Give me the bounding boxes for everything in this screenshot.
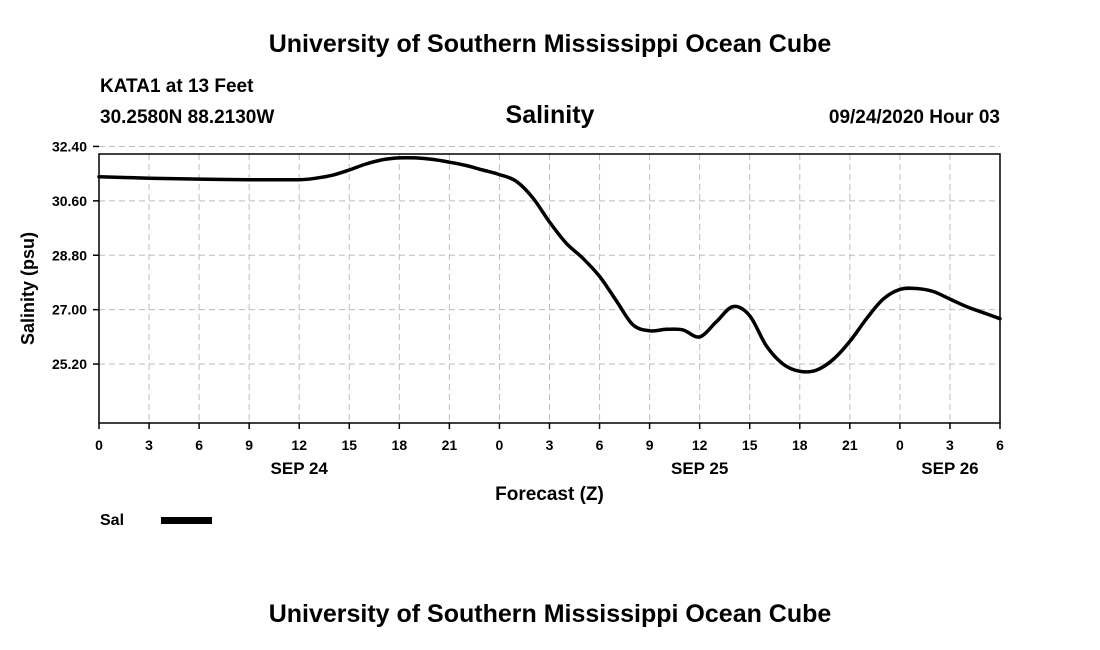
y-tick-label: 30.60: [52, 193, 87, 209]
x-tick-label: 15: [742, 437, 758, 453]
bottom-title: University of Southern Mississippi Ocean…: [268, 600, 832, 628]
date-label: 09/24/2020 Hour 03: [828, 107, 1000, 128]
legend-swatch: [161, 517, 212, 524]
y-tick-label: 32.40: [52, 138, 87, 154]
x-tick-label: 21: [842, 437, 858, 453]
x-tick-label: 6: [596, 437, 604, 453]
x-tick-label: 3: [946, 437, 954, 453]
x-tick-label: 12: [291, 437, 307, 453]
x-tick-label: 3: [145, 437, 153, 453]
legend-label: Sal: [100, 512, 124, 529]
grid-lines: [99, 145, 1000, 423]
x-tick-label: 3: [546, 437, 554, 453]
x-tick-label: 12: [692, 437, 708, 453]
x-tick-label: 9: [245, 437, 253, 453]
day-label: SEP 26: [921, 459, 978, 478]
x-tick-label: 18: [792, 437, 808, 453]
x-tick-label: 6: [195, 437, 203, 453]
x-tick-label: 0: [95, 437, 103, 453]
day-label: SEP 24: [271, 459, 329, 478]
day-labels: SEP 24 SEP 25 SEP 26: [271, 459, 979, 478]
x-tick-label: 6: [996, 437, 1004, 453]
y-tick-label: 27.00: [52, 302, 87, 318]
x-tick-label: 18: [392, 437, 408, 453]
day-label: SEP 25: [671, 459, 728, 478]
coordinates-label: 30.2580N 88.2130W: [100, 107, 275, 128]
x-tick-label: 15: [341, 437, 357, 453]
x-axis-ticks: 0 3 6 9 12 15 18 21 0 3 6 9 12 15 18 21 0 3 6: [95, 423, 1004, 453]
y-tick-label: 28.80: [52, 247, 87, 263]
station-label: KATA1 at 13 Feet: [100, 76, 254, 97]
x-tick-label: 9: [646, 437, 654, 453]
top-title: University of Southern Mississippi Ocean…: [268, 30, 832, 58]
y-axis-label: Salinity (psu): [18, 232, 38, 345]
x-axis-label: Forecast (Z): [495, 484, 604, 505]
x-tick-label: 21: [442, 437, 458, 453]
x-tick-label: 0: [496, 437, 504, 453]
y-axis-ticks: 32.40 30.60 28.80 27.00 25.20: [52, 138, 99, 372]
chart-title: Salinity: [505, 101, 595, 129]
y-tick-label: 25.20: [52, 356, 87, 372]
x-tick-label: 0: [896, 437, 904, 453]
series-line-sal: [97, 155, 1002, 374]
